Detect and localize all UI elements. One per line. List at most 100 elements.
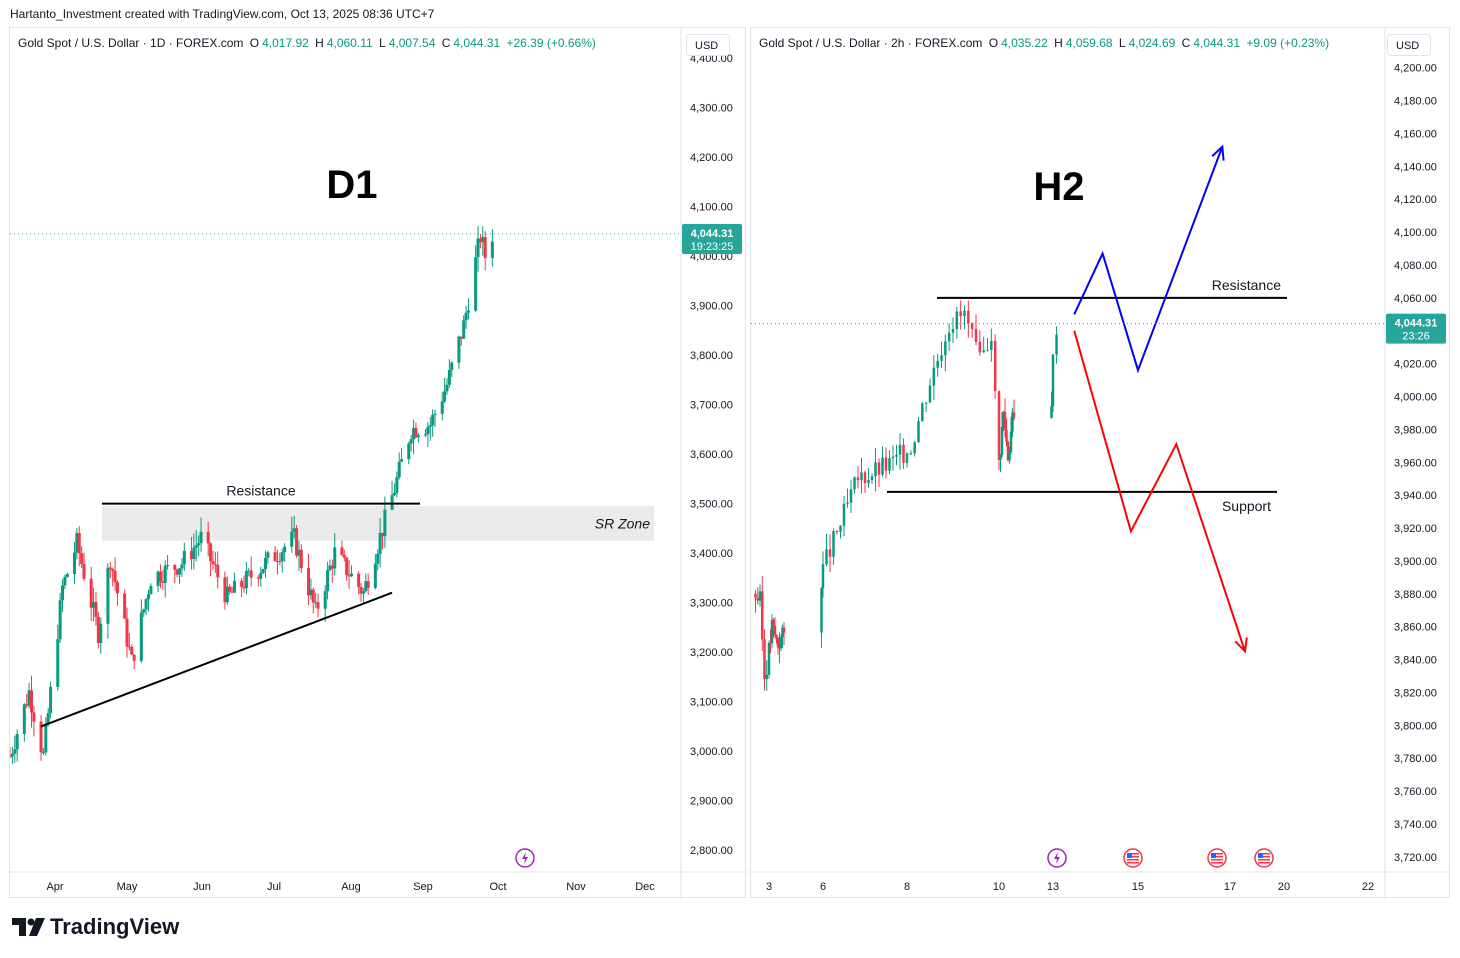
candle-body: [772, 619, 775, 626]
candle-body: [275, 561, 279, 563]
candle-body: [445, 384, 449, 392]
candle-body: [450, 362, 454, 370]
candle-body: [825, 549, 828, 565]
resistance-label: Resistance: [226, 483, 295, 499]
candle-body: [175, 569, 179, 575]
candle-body: [113, 570, 117, 583]
candle-body: [459, 336, 463, 339]
candle-body: [278, 561, 282, 563]
candle-body: [323, 591, 327, 609]
d1-close: 4,044.31: [453, 36, 501, 50]
countdown-value: 23:26: [1402, 331, 1430, 343]
candle-body: [407, 443, 411, 460]
candle-body: [443, 391, 447, 402]
h2-symbol[interactable]: Gold Spot / U.S. Dollar · 2h · FOREX.com: [759, 36, 983, 50]
candle-body: [999, 455, 1002, 460]
candle-body: [139, 612, 143, 661]
bullish-scenario-path: [1073, 146, 1224, 374]
x-tick-label: Apr: [46, 881, 63, 893]
candle-body: [853, 477, 856, 490]
lightning-glyph: [522, 852, 528, 864]
d1-currency-button[interactable]: USD: [686, 34, 730, 56]
candle-body: [782, 627, 786, 633]
y-tick-label: 3,820.00: [1394, 687, 1437, 699]
h2-chart-canvas[interactable]: 3,720.00 3,740.00 3,760.00 3,780.00 3,800.00…: [751, 28, 1451, 899]
d1-legend: Gold Spot / U.S. Dollar · 1D · FOREX.com…: [18, 36, 599, 50]
tradingview-logo[interactable]: TradingView: [12, 914, 179, 940]
candle-body: [769, 642, 772, 644]
candle-body: [132, 654, 136, 661]
candle-body: [1006, 441, 1010, 461]
x-tick-label: 15: [1132, 881, 1144, 893]
chart-panel-d1[interactable]: 2,800.00 2,900.00 3,000.00 3,100.00 3,200.00…: [9, 27, 747, 899]
candle-body: [874, 462, 877, 477]
d1-open: 4,017.92: [262, 36, 309, 50]
ascending-trendline: [40, 591, 393, 728]
y-tick-label: 3,760.00: [1394, 786, 1437, 798]
d1-symbol[interactable]: Gold Spot / U.S. Dollar · 1D · FOREX.com: [18, 36, 244, 50]
y-tick-label: 2,800.00: [690, 845, 733, 857]
candle-body: [306, 567, 310, 596]
candle-body: [123, 593, 127, 619]
candle-body: [194, 545, 198, 548]
flag-stripe: [1258, 856, 1270, 858]
x-tick-label: 20: [1278, 881, 1290, 893]
us-flag-icon: [1207, 848, 1227, 868]
candle-body: [361, 591, 365, 594]
candle-body: [828, 549, 832, 557]
candle-body: [297, 549, 301, 556]
flag-stripe: [1211, 853, 1223, 855]
candle-body: [378, 532, 382, 554]
candle-body: [756, 597, 759, 601]
y-tick-label: 3,840.00: [1394, 655, 1437, 667]
candle-body: [767, 642, 771, 675]
x-tick-label: 17: [1224, 881, 1236, 893]
candle-body: [197, 543, 201, 546]
candle-body: [32, 712, 36, 722]
y-tick-label: 3,900.00: [690, 300, 733, 312]
candle-body: [232, 580, 236, 593]
candle-body: [431, 414, 435, 426]
candle-body: [1000, 427, 1004, 456]
candle-body: [781, 627, 784, 638]
h2-currency-button[interactable]: USD: [1387, 34, 1431, 56]
y-tick-label: 3,780.00: [1394, 753, 1437, 765]
y-tick-label: 4,120.00: [1394, 194, 1437, 206]
candle-body: [426, 426, 430, 435]
candle-body: [359, 586, 363, 594]
candle-body: [416, 435, 420, 438]
candle-body: [173, 565, 177, 570]
candle-body: [997, 391, 1001, 460]
candle-body: [182, 550, 186, 565]
y-tick-label: 3,500.00: [690, 499, 733, 511]
candle-body: [754, 593, 757, 598]
x-tick-label: 3: [766, 881, 772, 893]
y-tick-label: 4,000.00: [690, 251, 733, 263]
candle-body: [464, 312, 468, 321]
flag-stripe: [1127, 862, 1139, 864]
candle-body: [108, 567, 112, 570]
candle-body: [192, 547, 196, 560]
candle-body: [1012, 412, 1016, 419]
candle-body: [330, 565, 334, 569]
candle-body: [400, 459, 404, 462]
candle-body: [1050, 406, 1053, 419]
candle-body: [44, 724, 48, 753]
candle-body: [146, 594, 150, 600]
sr-zone: [102, 506, 654, 541]
candle-body: [72, 552, 76, 574]
y-tick-label: 4,000.00: [1394, 392, 1437, 404]
candle-body: [61, 585, 65, 601]
x-tick-label: Nov: [566, 881, 586, 893]
candle-body: [423, 434, 427, 436]
candle-body: [22, 704, 26, 734]
candle-body: [447, 369, 451, 385]
candle-body: [974, 328, 978, 342]
candle-body: [924, 402, 928, 404]
chart-panel-h2[interactable]: 3,720.00 3,740.00 3,760.00 3,780.00 3,800.00…: [750, 27, 1451, 899]
candle-body: [884, 457, 888, 471]
resistance-label: Resistance: [1212, 277, 1281, 293]
d1-chart-canvas[interactable]: 2,800.00 2,900.00 3,000.00 3,100.00 3,200.00…: [10, 28, 747, 899]
candle-body: [127, 646, 131, 648]
candle-body: [240, 580, 244, 587]
